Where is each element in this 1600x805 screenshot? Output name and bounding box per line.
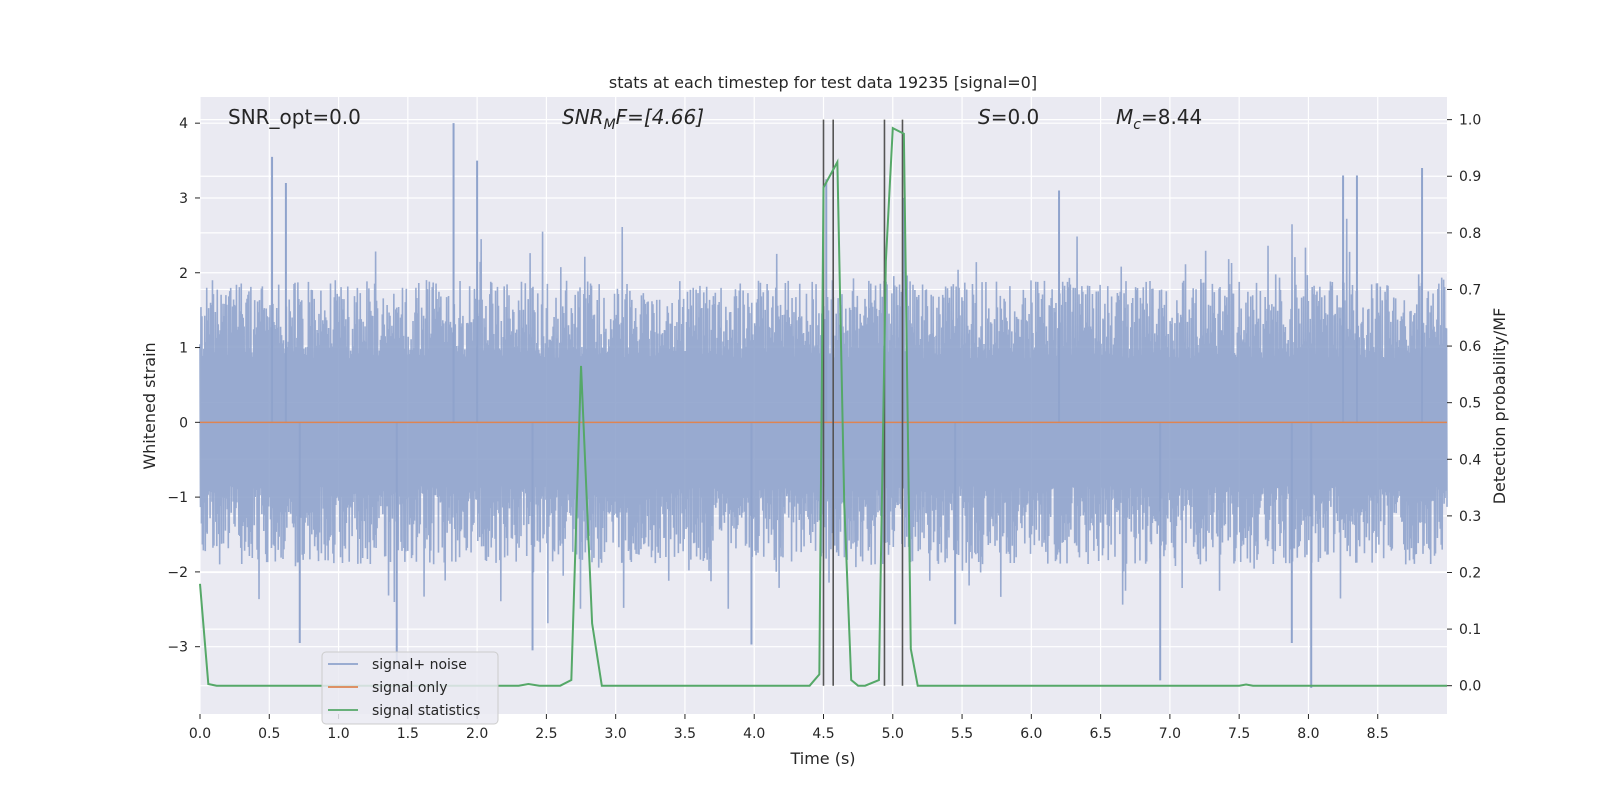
x-tick-label-16: 8.0: [1297, 726, 1319, 742]
y-right-tick-label-0: 1.0: [1459, 113, 1481, 129]
x-tick-label-8: 4.0: [743, 726, 765, 742]
legend-label-signal-only: signal only: [372, 680, 447, 696]
y-right-tick-label-2: 0.8: [1459, 226, 1481, 242]
x-tick-label-12: 6.0: [1020, 726, 1042, 742]
x-tick-label-5: 2.5: [535, 726, 557, 742]
y-axis-label-right: Detection probability/MF: [1490, 308, 1509, 505]
y-left-tick-label-6: −2: [167, 565, 188, 581]
y-right-tick-label-1: 0.9: [1459, 169, 1481, 185]
legend-label-signal-noise: signal+ noise: [372, 657, 467, 673]
chart-title: stats at each timestep for test data 192…: [609, 73, 1037, 92]
x-tick-label-15: 7.5: [1228, 726, 1250, 742]
legend-box: [321, 651, 499, 725]
y-left-tick-label-1: 3: [179, 191, 188, 207]
y-left-tick-label-0: 4: [179, 116, 188, 132]
x-tick-label-14: 7.0: [1159, 726, 1181, 742]
y-left-tick-label-2: 2: [179, 266, 188, 282]
y-left-tick-label-3: 1: [179, 341, 188, 357]
x-tick-label-13: 6.5: [1089, 726, 1111, 742]
y-right-tick-label-10: 0.0: [1459, 679, 1481, 695]
x-tick-label-3: 1.5: [397, 726, 419, 742]
series-signal-statistics: [199, 126, 1447, 687]
y-left-tick-label-4: 0: [179, 415, 188, 431]
tick-labels: 0.0 0.5 1.0 1.5 2.0 2.5 3.0 3.5 4.0 4.5 5.0 5.5 6.0 6…: [167, 113, 1481, 742]
annotation-mc: Mc=8.44: [1116, 105, 1202, 133]
x-tick-label-4: 2.0: [466, 726, 488, 742]
y-right-tick-label-7: 0.3: [1459, 509, 1481, 525]
y-right-tick-label-8: 0.2: [1459, 565, 1481, 581]
x-tick-label-6: 3.0: [605, 726, 627, 742]
x-tick-label-9: 4.5: [812, 726, 834, 742]
y-left-tick-label-7: −3: [167, 640, 188, 656]
x-tick-label-7: 3.5: [674, 726, 696, 742]
legend-label-signal-statistics: signal statistics: [372, 703, 480, 719]
y-right-tick-label-6: 0.4: [1459, 452, 1481, 468]
series-signal-noise: [199, 123, 1448, 688]
x-tick-label-11: 5.5: [951, 726, 973, 742]
annotation-s: S=0.0: [978, 105, 1039, 129]
signal-statistics-line: [199, 126, 1447, 687]
annotation-snr-mf: SNRMF=[4.66]: [562, 105, 704, 133]
x-tick-label-1: 0.5: [258, 726, 280, 742]
legend: signal+ noise signal only signal statist…: [321, 651, 499, 725]
x-axis-label: Time (s): [789, 749, 855, 768]
y-right-tick-label-3: 0.7: [1459, 282, 1481, 298]
annotation-snr-opt: SNR_opt=0.0: [228, 105, 361, 129]
y-left-tick-label-5: −1: [167, 490, 188, 506]
x-tick-label-17: 8.5: [1367, 726, 1389, 742]
y-axis-label-left: Whitened strain: [140, 342, 159, 469]
x-tick-label-0: 0.0: [189, 726, 211, 742]
y-right-tick-label-5: 0.5: [1459, 396, 1481, 412]
x-tick-label-2: 1.0: [327, 726, 349, 742]
y-right-tick-label-4: 0.6: [1459, 339, 1481, 355]
x-tick-label-10: 5.0: [882, 726, 904, 742]
y-right-tick-label-9: 0.1: [1459, 622, 1481, 638]
